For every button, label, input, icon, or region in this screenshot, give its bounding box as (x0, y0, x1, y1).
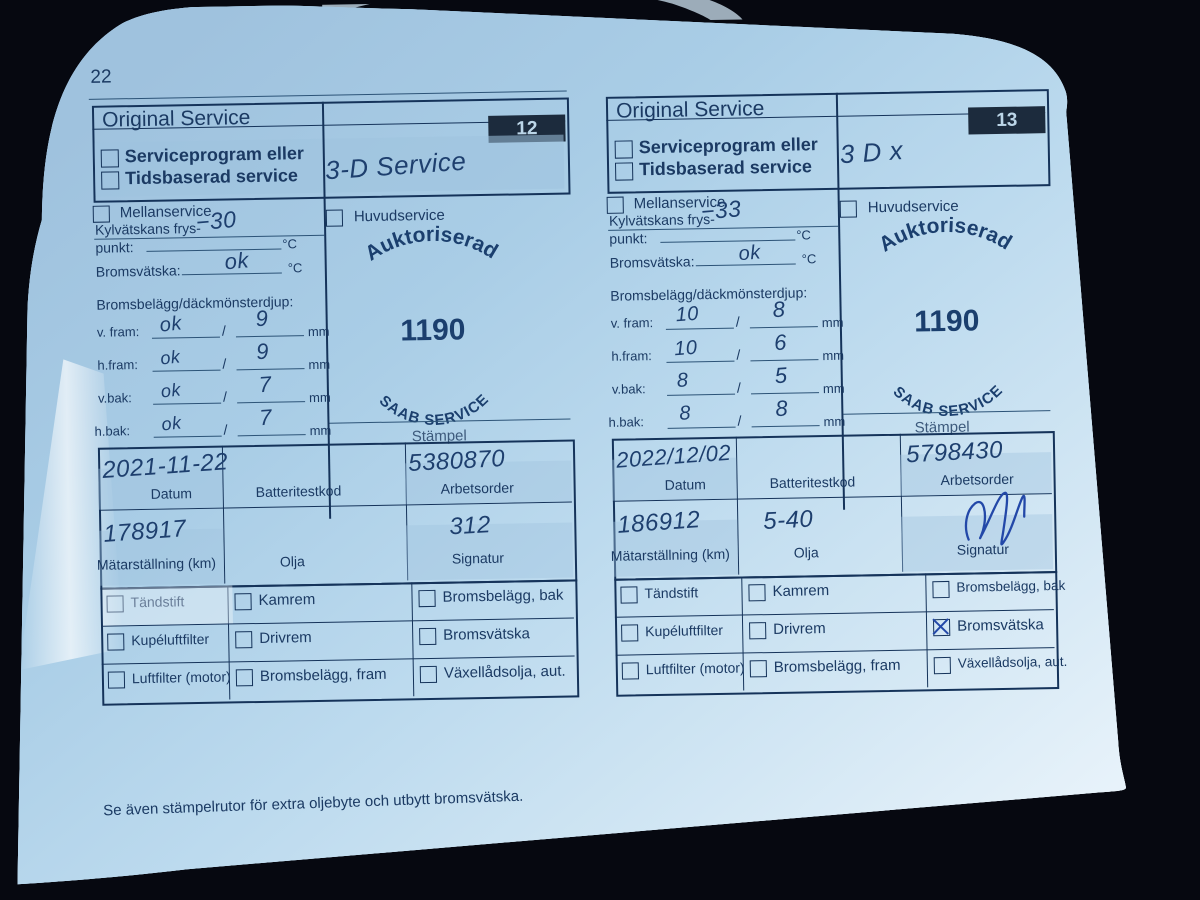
svg-text:1190: 1190 (400, 313, 466, 347)
svg-text:1190: 1190 (914, 304, 980, 338)
svg-text:SAAB SERVICE: SAAB SERVICE (376, 390, 493, 430)
svg-text:Auktoriserad: Auktoriserad (875, 213, 1016, 257)
svg-text:SAAB SERVICE: SAAB SERVICE (889, 381, 1006, 421)
svg-text:Auktoriserad: Auktoriserad (361, 222, 502, 266)
